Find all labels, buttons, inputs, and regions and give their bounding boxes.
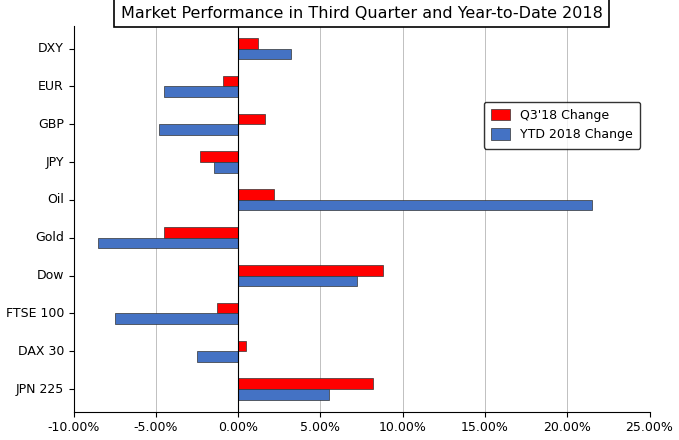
Bar xyxy=(238,200,592,210)
Bar xyxy=(213,162,238,172)
Bar xyxy=(238,378,373,389)
Bar xyxy=(164,86,238,97)
Bar xyxy=(200,151,238,162)
Bar xyxy=(159,124,238,135)
Bar xyxy=(238,114,265,124)
Bar xyxy=(197,351,238,362)
Bar xyxy=(238,38,258,48)
Bar xyxy=(238,341,246,351)
Bar xyxy=(217,303,238,313)
Bar xyxy=(238,189,274,200)
Bar xyxy=(238,48,291,59)
Title: Market Performance in Third Quarter and Year-to-Date 2018: Market Performance in Third Quarter and … xyxy=(121,6,602,21)
Bar xyxy=(115,313,238,324)
Bar xyxy=(238,275,356,286)
Bar xyxy=(238,389,329,400)
Bar xyxy=(223,76,238,86)
Bar xyxy=(238,265,383,275)
Bar xyxy=(164,227,238,238)
Legend: Q3'18 Change, YTD 2018 Change: Q3'18 Change, YTD 2018 Change xyxy=(484,102,640,149)
Bar xyxy=(98,238,238,248)
